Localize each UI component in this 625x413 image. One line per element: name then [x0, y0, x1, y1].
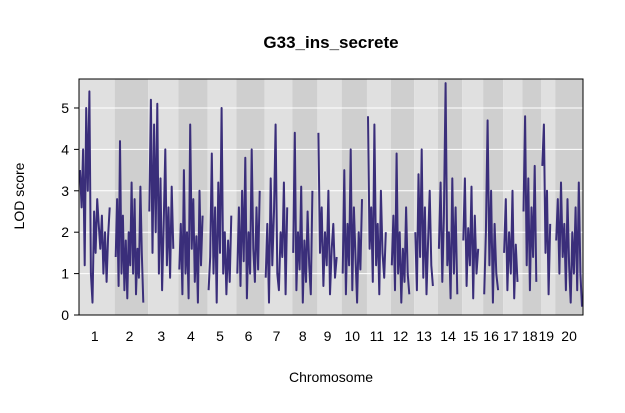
chromosome-label: 2	[126, 328, 134, 344]
y-tick-label: 2	[61, 224, 69, 240]
chromosome-label: 19	[539, 328, 555, 344]
y-tick-label: 0	[61, 307, 69, 323]
chromosome-label: 10	[345, 328, 361, 344]
y-tick-label: 3	[61, 183, 69, 199]
chromosome-label: 9	[324, 328, 332, 344]
y-axis: 0 1 2 3 4 5	[61, 100, 79, 323]
x-axis: 1 2 3 4 5 6 7 8 9 10 11 12 13 14 15 16 17 18 19 20	[91, 328, 577, 344]
chromosome-label: 1	[91, 328, 99, 344]
chromosome-label: 8	[299, 328, 307, 344]
y-tick-label: 4	[61, 141, 69, 157]
chromosome-label: 6	[245, 328, 253, 344]
y-axis-label: LOD score	[11, 162, 27, 229]
chromosome-label: 11	[370, 328, 385, 344]
chromosome-label: 15	[463, 328, 479, 344]
y-tick-label: 1	[61, 266, 69, 282]
chromosome-label: 18	[522, 328, 538, 344]
chart-title: G33_ins_secrete	[263, 33, 398, 52]
chromosome-label: 4	[187, 328, 195, 344]
chromosome-label: 17	[503, 328, 519, 344]
y-tick-label: 5	[61, 100, 69, 116]
chromosome-label: 3	[157, 328, 165, 344]
chromosome-label: 16	[483, 328, 499, 344]
chromosome-label: 7	[273, 328, 281, 344]
chromosome-label: 13	[416, 328, 432, 344]
chromosome-label: 5	[216, 328, 224, 344]
chromosome-label: 12	[393, 328, 409, 344]
x-axis-label: Chromosome	[289, 369, 373, 385]
chromosome-label: 14	[440, 328, 456, 344]
chromosome-label: 20	[561, 328, 577, 344]
